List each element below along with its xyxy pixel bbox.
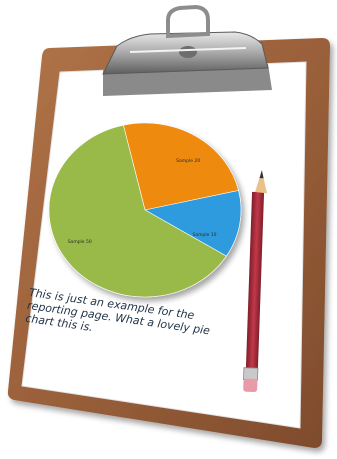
pie-slice-label: Sample 10 (193, 232, 217, 238)
pie-slice-label: Sample 50 (68, 239, 92, 245)
pie-chart: Sample 20 Sample 10 Sample 50 (48, 122, 242, 298)
pie-slice (48, 124, 227, 298)
clip (102, 4, 272, 96)
pie-slice (144, 190, 242, 257)
pencil (243, 170, 268, 393)
pie-slice-label: Sample 20 (176, 158, 200, 164)
pie-slice (123, 122, 239, 211)
